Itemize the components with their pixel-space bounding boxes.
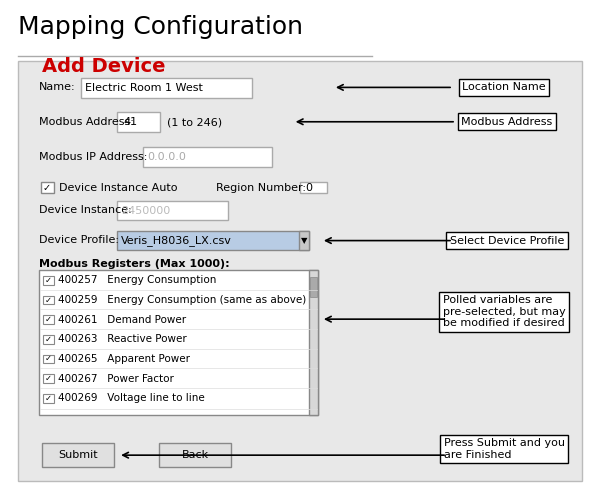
FancyBboxPatch shape <box>43 276 54 285</box>
FancyBboxPatch shape <box>42 443 114 467</box>
Text: Submit: Submit <box>58 450 98 460</box>
FancyBboxPatch shape <box>43 315 54 324</box>
Text: ✓: ✓ <box>43 183 51 192</box>
FancyBboxPatch shape <box>310 277 317 297</box>
Text: ✓: ✓ <box>45 335 52 344</box>
FancyBboxPatch shape <box>43 296 54 304</box>
Text: ✓: ✓ <box>45 355 52 363</box>
FancyBboxPatch shape <box>143 147 272 167</box>
Text: ✓: ✓ <box>45 394 52 403</box>
FancyBboxPatch shape <box>309 270 318 415</box>
FancyBboxPatch shape <box>159 443 231 467</box>
Text: Mapping Configuration: Mapping Configuration <box>18 15 303 39</box>
FancyBboxPatch shape <box>43 394 54 403</box>
FancyBboxPatch shape <box>43 355 54 363</box>
Text: Modbus IP Address:: Modbus IP Address: <box>39 152 148 162</box>
Text: 0: 0 <box>305 183 312 192</box>
Text: 400257   Energy Consumption: 400257 Energy Consumption <box>58 275 217 285</box>
FancyBboxPatch shape <box>299 231 309 250</box>
Text: Device Profile:: Device Profile: <box>39 235 119 245</box>
FancyBboxPatch shape <box>0 0 600 59</box>
FancyBboxPatch shape <box>43 374 54 383</box>
FancyBboxPatch shape <box>81 78 252 98</box>
FancyBboxPatch shape <box>18 61 582 481</box>
Text: Add Device: Add Device <box>42 57 166 76</box>
Text: Region Number:: Region Number: <box>216 183 306 192</box>
Text: 2450000: 2450000 <box>121 206 170 216</box>
Text: 400265   Apparent Power: 400265 Apparent Power <box>58 354 190 364</box>
Text: Name:: Name: <box>39 82 76 92</box>
Text: ✓: ✓ <box>45 315 52 324</box>
Text: 400267   Power Factor: 400267 Power Factor <box>58 374 174 383</box>
Text: Back: Back <box>181 450 209 460</box>
Text: Select Device Profile: Select Device Profile <box>450 236 564 246</box>
Text: ✓: ✓ <box>45 276 52 285</box>
Text: ✓: ✓ <box>45 374 52 383</box>
Text: Press Submit and you
are Finished: Press Submit and you are Finished <box>443 438 565 460</box>
Text: Electric Room 1 West: Electric Room 1 West <box>85 83 203 93</box>
Text: 41: 41 <box>123 117 137 127</box>
FancyBboxPatch shape <box>117 112 160 132</box>
Text: Veris_H8036_LX.csv: Veris_H8036_LX.csv <box>121 235 232 246</box>
Text: 400263   Reactive Power: 400263 Reactive Power <box>58 334 187 344</box>
Text: ✓: ✓ <box>45 296 52 304</box>
FancyBboxPatch shape <box>300 182 327 193</box>
Text: Device Instance Auto: Device Instance Auto <box>59 183 178 192</box>
Text: (1 to 246): (1 to 246) <box>167 117 222 127</box>
FancyBboxPatch shape <box>43 335 54 344</box>
FancyBboxPatch shape <box>117 201 228 220</box>
FancyBboxPatch shape <box>39 270 318 415</box>
Text: 400269   Voltage line to line: 400269 Voltage line to line <box>58 393 205 403</box>
Text: Modbus Registers (Max 1000):: Modbus Registers (Max 1000): <box>39 259 230 269</box>
FancyBboxPatch shape <box>41 182 54 193</box>
Text: Location Name: Location Name <box>462 82 546 92</box>
Text: Modbus Address: Modbus Address <box>461 117 553 127</box>
FancyBboxPatch shape <box>117 231 309 250</box>
Text: Modbus Address:: Modbus Address: <box>39 117 134 127</box>
Text: Polled variables are
pre-selected, but may
be modified if desired: Polled variables are pre-selected, but m… <box>443 295 565 328</box>
Text: 400259   Energy Consumption (same as above): 400259 Energy Consumption (same as above… <box>58 295 307 305</box>
Text: 400261   Demand Power: 400261 Demand Power <box>58 315 187 325</box>
Text: 0.0.0.0: 0.0.0.0 <box>147 152 186 162</box>
Text: Device Instance:: Device Instance: <box>39 205 132 215</box>
Text: ▼: ▼ <box>301 236 307 245</box>
